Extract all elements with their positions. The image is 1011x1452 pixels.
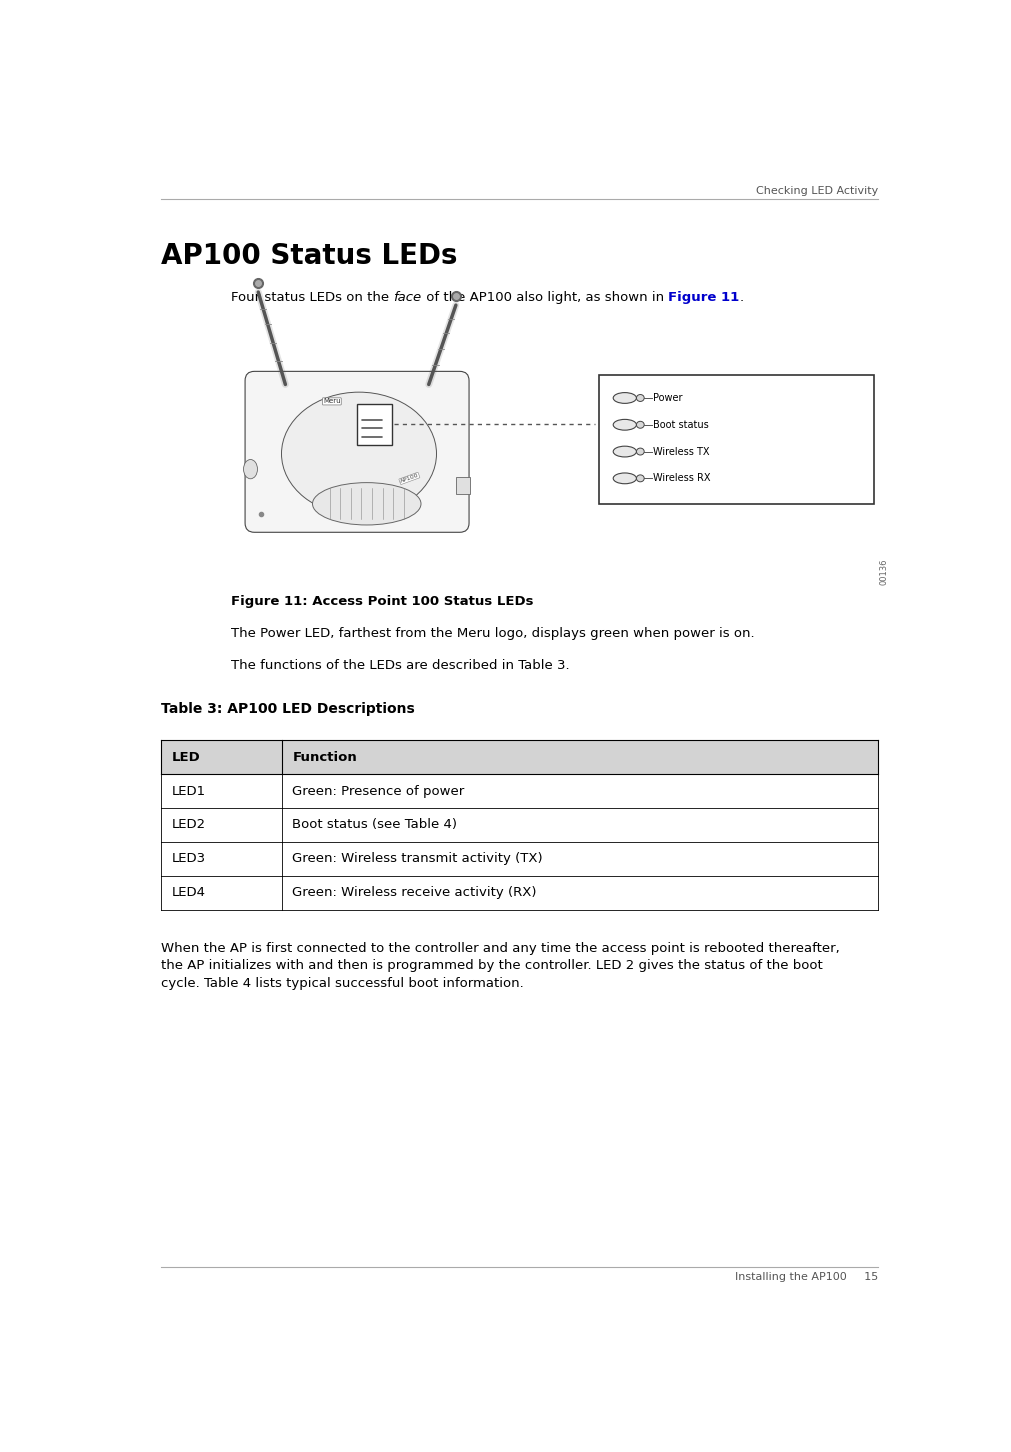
Bar	[599, 375, 874, 504]
Ellipse shape	[613, 473, 636, 484]
Ellipse shape	[613, 446, 636, 457]
Text: 00136: 00136	[880, 558, 888, 585]
Text: Wireless TX: Wireless TX	[653, 447, 710, 456]
Text: The Power LED, farthest from the Meru logo, displays green when power is on.: The Power LED, farthest from the Meru lo…	[231, 627, 754, 640]
Ellipse shape	[636, 475, 644, 482]
Text: Wireless RX: Wireless RX	[653, 473, 711, 484]
Bar	[161, 807, 878, 842]
Text: Checking LED Activity: Checking LED Activity	[755, 186, 878, 196]
Text: Four status LEDs on the: Four status LEDs on the	[231, 292, 393, 305]
Bar	[357, 405, 392, 444]
Ellipse shape	[636, 449, 644, 454]
Text: Function: Function	[292, 751, 357, 764]
Text: When the AP is first connected to the controller and any time the access point i: When the AP is first connected to the co…	[161, 942, 839, 990]
Text: Meru: Meru	[323, 398, 341, 405]
Text: Boot status: Boot status	[653, 420, 709, 430]
Bar	[161, 741, 878, 774]
Bar	[161, 774, 878, 807]
Ellipse shape	[636, 395, 644, 401]
Text: LED1: LED1	[172, 784, 206, 797]
Text: face: face	[393, 292, 422, 305]
Ellipse shape	[613, 420, 636, 430]
Ellipse shape	[613, 392, 636, 404]
Text: Green: Wireless transmit activity (TX): Green: Wireless transmit activity (TX)	[292, 852, 543, 865]
Text: Boot status (see Table 4): Boot status (see Table 4)	[292, 819, 457, 832]
Text: LED3: LED3	[172, 852, 206, 865]
Ellipse shape	[636, 421, 644, 428]
Text: of the AP100 also light, as shown in: of the AP100 also light, as shown in	[422, 292, 667, 305]
FancyBboxPatch shape	[245, 372, 468, 533]
Text: AP100 Status LEDs: AP100 Status LEDs	[161, 242, 457, 270]
Text: Green: Presence of power: Green: Presence of power	[292, 784, 464, 797]
Text: Installing the AP100     15: Installing the AP100 15	[734, 1272, 878, 1282]
Text: Figure 11: Access Point 100 Status LEDs: Figure 11: Access Point 100 Status LEDs	[231, 595, 533, 607]
Bar	[161, 842, 878, 876]
Text: Power: Power	[653, 393, 682, 404]
Text: LED4: LED4	[172, 886, 206, 899]
Ellipse shape	[244, 459, 257, 479]
Ellipse shape	[312, 482, 421, 526]
Text: Green: Wireless receive activity (RX): Green: Wireless receive activity (RX)	[292, 886, 536, 899]
Text: .: .	[738, 292, 743, 305]
Text: LED: LED	[172, 751, 201, 764]
Text: Table 3: AP100 LED Descriptions: Table 3: AP100 LED Descriptions	[161, 701, 415, 716]
Text: LED2: LED2	[172, 819, 206, 832]
Ellipse shape	[281, 392, 436, 515]
Bar	[455, 476, 469, 494]
Text: Figure 11: Figure 11	[667, 292, 738, 305]
Text: The functions of the LEDs are described in Table 3.: The functions of the LEDs are described …	[231, 659, 569, 672]
Bar	[161, 876, 878, 909]
Text: AP100: AP100	[399, 473, 419, 484]
